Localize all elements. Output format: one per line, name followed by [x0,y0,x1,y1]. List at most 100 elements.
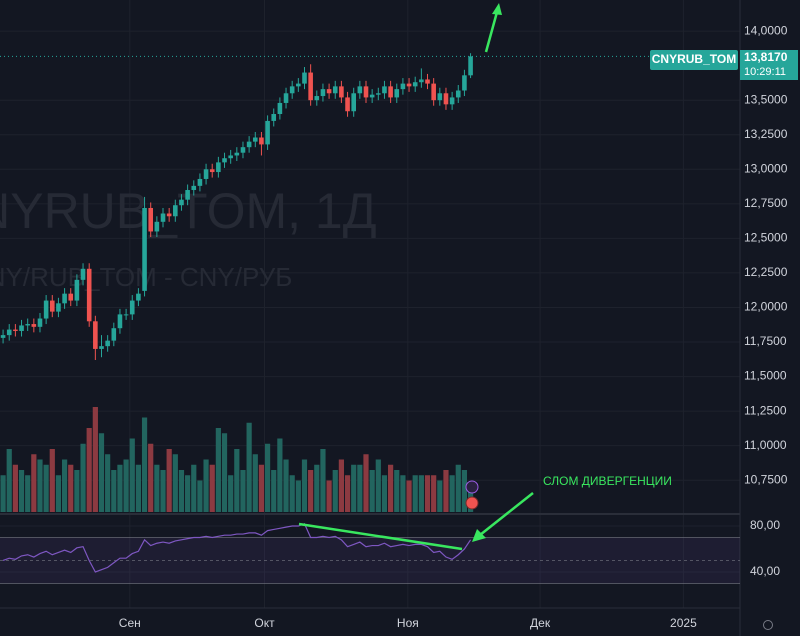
volume-bar [31,454,37,512]
volume-bar [228,475,234,512]
volume-bar [375,459,381,512]
x-tick-label: Окт [254,616,275,630]
volume-bar [369,470,375,512]
volume-bar [221,433,228,512]
candle-body [468,56,473,76]
volume-bar [0,475,6,512]
volume-bar [246,422,252,512]
candle-body [99,346,104,349]
candle-body [234,152,240,156]
candle-body [265,120,270,145]
indicator-icon[interactable] [465,496,479,510]
candle-body [93,321,98,349]
volume-bar [283,459,289,512]
volume-bar [12,464,18,512]
volume-bar [98,433,105,512]
volume-bar [80,443,86,512]
candle-body [56,303,61,312]
volume-bar [135,464,142,512]
candle-body [123,314,129,316]
volume-bar [412,475,418,512]
volume-bar [338,459,344,512]
volume-bar [234,449,240,512]
candle-body [437,93,443,101]
candle-body [185,190,190,200]
candle-body [203,169,209,179]
candle-body [37,318,43,327]
candle-body [449,97,455,105]
volume-bar [111,470,117,512]
symbol: CNYRUB_TOM [652,52,736,66]
volume-bar [185,475,191,512]
volume-bar [295,480,301,512]
divergence-line [298,522,463,551]
x-tick-label: Сен [119,616,141,630]
volume-bar [74,470,80,512]
candle-body [0,335,6,338]
candle-body [86,268,92,322]
candle-body [277,102,283,115]
candle-body [394,89,400,98]
volume-bar [197,480,203,512]
candle-body [240,147,246,153]
candle-body [308,72,313,101]
candle-body [216,162,221,173]
candle-body [326,89,332,94]
volume-bar [166,449,172,512]
y-tick-label: 14,0000 [744,23,788,37]
candle-body [455,90,461,98]
y-tick-label: 12,7500 [744,196,788,210]
volume-bar [301,459,308,512]
volume-bar [37,459,43,512]
volume-bar [252,454,258,512]
volume-bar [381,475,388,512]
rsi-line [2,522,472,573]
volume-bar [271,470,277,512]
volume-bar [363,454,369,512]
candle-body [400,83,406,90]
symbol-badge [650,50,738,70]
candle-body [351,93,356,112]
volume-bar [437,480,443,512]
volume-bar [264,443,271,512]
volume-bar [357,464,363,512]
volume-bar [49,449,55,512]
y-tick-label: 11,2500 [744,403,787,417]
volume-bar [326,480,332,512]
candle-body [283,93,289,103]
volume-bar [209,464,215,512]
candle-body [369,94,375,98]
candle-body [431,83,436,101]
y-tick-label: 12,0000 [744,300,788,314]
volume-bar [314,464,320,512]
candle-body [111,328,117,341]
volume-bar [123,459,129,512]
volume-bar [320,449,326,512]
volume-bar [160,470,166,512]
volume-bar [191,464,197,512]
y-tick-label: 12,2500 [744,265,788,279]
last-price: 13,8170 [744,50,788,64]
x-tick-label: Ноя [397,616,419,630]
volume-bar [215,428,221,512]
indicator-icon[interactable] [465,480,479,494]
volume-bar [117,464,123,512]
candle-body [142,207,147,291]
candle-body [129,300,135,315]
volume-bar [92,407,98,512]
candle-body [13,329,18,331]
candle-body [289,86,295,94]
candle-body [406,83,412,87]
arrow-head [472,529,486,542]
volume-bar [55,475,62,512]
volume-bar [105,454,111,512]
candle-body [173,205,178,217]
volume-bar [18,470,25,512]
settings-icon[interactable] [763,620,773,630]
candle-body [31,324,37,327]
candle-body [443,93,449,105]
candle-body [252,137,258,142]
candle-body [6,329,12,336]
